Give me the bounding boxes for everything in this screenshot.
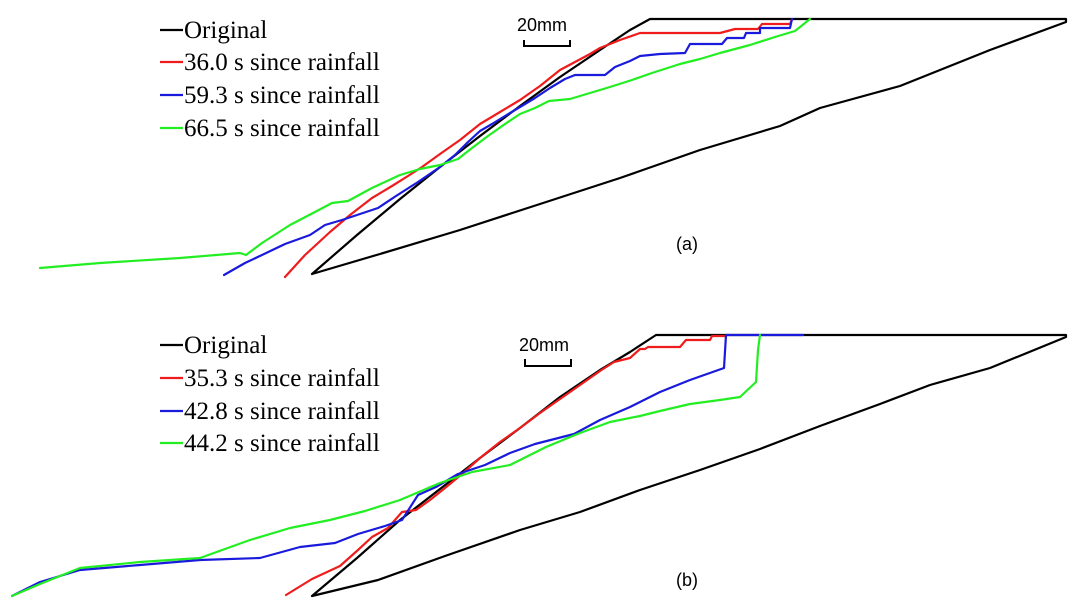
legend-label-green: 66.5 s since rainfall xyxy=(184,115,380,142)
panel-label-b: (b) xyxy=(676,570,698,590)
legend-label-red: 35.3 s since rainfall xyxy=(184,365,380,392)
blue-profile-a xyxy=(222,17,794,277)
scale-bar-label: 20mm xyxy=(517,15,567,35)
legend-b: Original 35.3 s since rainfall 42.8 s si… xyxy=(160,332,380,457)
blue-profile-b xyxy=(10,333,805,598)
green-profile-a xyxy=(38,17,812,270)
legend-label-green: 44.2 s since rainfall xyxy=(184,430,380,457)
legend-label-blue: 42.8 s since rainfall xyxy=(184,398,380,425)
green-profile-b xyxy=(10,333,762,598)
original-profile-b xyxy=(310,333,1068,598)
panel-a: Original 36.0 s since rainfall 59.3 s si… xyxy=(38,15,1068,279)
panel-b: Original 35.3 s since rainfall 42.8 s si… xyxy=(10,332,1068,598)
red-profile-a xyxy=(283,17,794,279)
legend-a: Original 36.0 s since rainfall 59.3 s si… xyxy=(160,17,380,142)
legend-label-red: 36.0 s since rainfall xyxy=(184,49,380,76)
legend-label-blue: 59.3 s since rainfall xyxy=(184,82,380,109)
scale-bar-label: 20mm xyxy=(519,335,569,355)
red-profile-b xyxy=(284,334,727,597)
scale-bar-line xyxy=(523,40,571,47)
scale-bar-line xyxy=(524,359,572,367)
legend-label-original: Original xyxy=(184,17,267,44)
legend-label-original: Original xyxy=(184,332,267,359)
scale-bar-a: 20mm xyxy=(517,15,571,47)
scale-bar-b: 20mm xyxy=(519,335,572,367)
panel-label-a: (a) xyxy=(676,234,698,254)
